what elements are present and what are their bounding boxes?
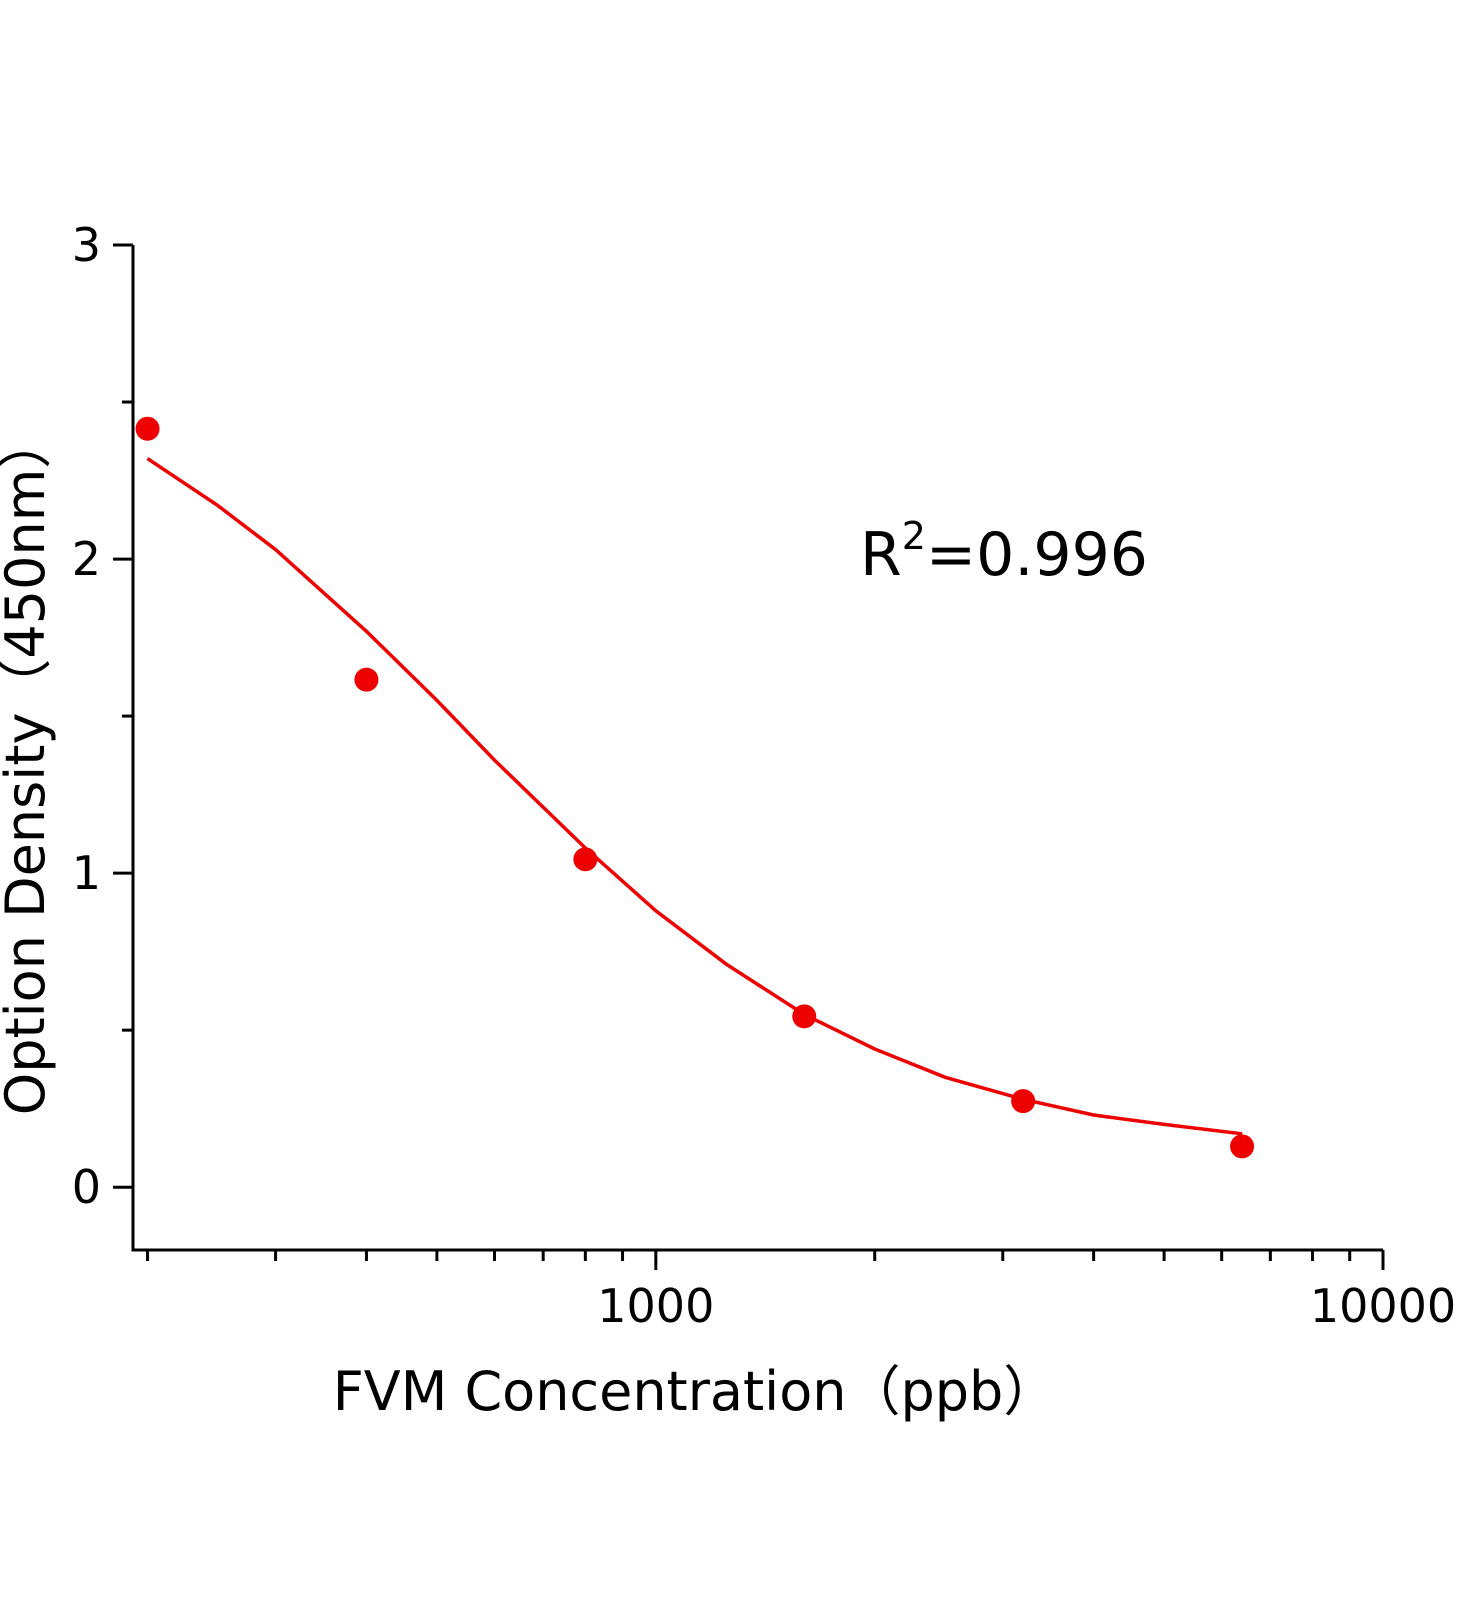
- annotation-rest: =0.996: [926, 520, 1148, 590]
- data-point: [573, 847, 598, 872]
- x-tick-label: 1000: [597, 1279, 714, 1333]
- annotation-base: R: [860, 520, 902, 590]
- y-tick-label: 2: [72, 532, 101, 586]
- data-point: [1230, 1134, 1255, 1159]
- annotation-superscript: 2: [902, 514, 926, 558]
- y-axis-label: Option Density（450nm）: [0, 415, 57, 1116]
- data-point: [1011, 1089, 1036, 1114]
- data-point: [792, 1004, 817, 1029]
- x-axis-label: FVM Concentration（ppb）: [333, 1360, 1058, 1423]
- fit-curve: [146, 457, 1243, 1136]
- y-tick-label: 3: [72, 218, 101, 272]
- annotation: R2=0.996: [860, 514, 1148, 590]
- x-tick-label: 10000: [1310, 1279, 1456, 1333]
- y-tick-label: 0: [72, 1160, 101, 1214]
- y-tick-label: 1: [72, 846, 101, 900]
- data-point: [135, 416, 160, 441]
- data-point: [354, 667, 379, 692]
